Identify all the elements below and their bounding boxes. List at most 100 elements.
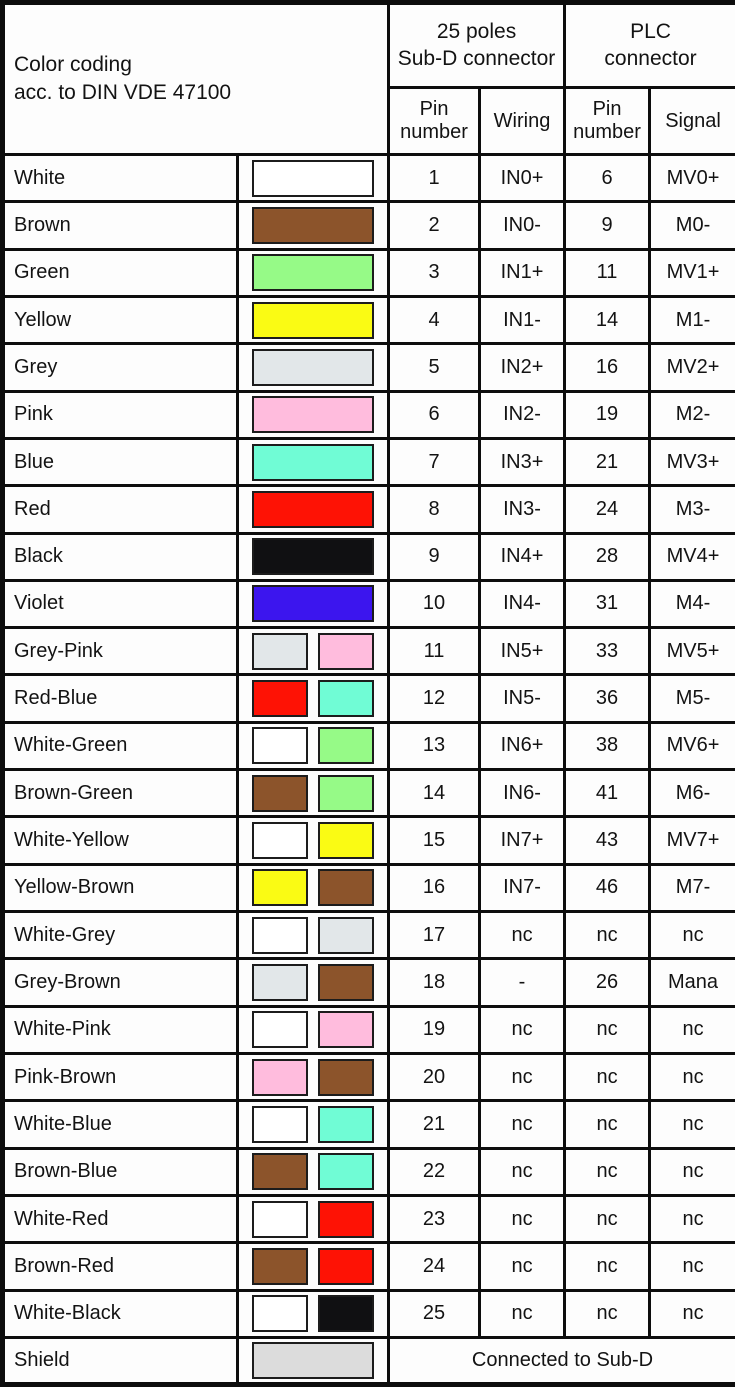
swatch-wrap [239,1153,387,1191]
wiring-value: nc [478,1193,567,1245]
color-swatch-cell [235,436,391,488]
yellow-color-swatch [252,301,375,339]
signal-value: MV3+ [648,436,735,488]
green-color-swatch [252,254,375,292]
color-swatch-cell [235,1336,391,1386]
plc-pin-number: 33 [563,626,652,677]
signal-value: nc [648,1004,735,1055]
subd-pin-number: 6 [387,389,482,440]
color-swatch-cell [235,626,391,677]
table-row: Pink-Brown 20 nc nc nc [1,1051,735,1103]
signal-value: M0- [648,200,735,251]
color-swatch-cell [235,909,391,961]
plc-pin-number: 24 [563,484,652,535]
green-color-swatch [318,774,375,812]
plc-pin-number: nc [563,1288,652,1339]
white-color-swatch [252,727,309,765]
color-name: Violet [1,578,239,630]
table-row: Grey-Brown 18-26 Mana [1,957,735,1008]
plc-pin-number: 9 [563,200,652,251]
color-swatch-cell [235,1288,391,1339]
subd-pin-number: 9 [387,531,482,582]
table-row: Grey-Pink 11 IN5+ 33 MV5+ [1,626,735,677]
signal-value: M4- [648,578,735,630]
plc-pin-number: 28 [563,531,652,582]
signal-value: nc [648,1099,735,1150]
color-name: Green [1,247,239,298]
shield-connection-note: Connected to Sub-D [387,1336,735,1386]
swatch-wrap [239,1011,387,1049]
wiring-value: IN1- [478,294,567,346]
white-color-swatch [252,1295,309,1333]
green-color-swatch [318,727,375,765]
subd-pin-number: 8 [387,484,482,535]
signal-value: MV4+ [648,531,735,582]
brown-color-swatch [252,774,309,812]
red-color-swatch [318,1200,375,1238]
subd-pin-number: 12 [387,673,482,724]
red-color-swatch [318,1247,375,1285]
table-footer: Shield Connected to Sub-D [1,1336,735,1386]
color-swatch-cell [235,1051,391,1103]
table-title-line1: Color coding [14,52,132,76]
grey-color-swatch [252,632,309,670]
group-header-plc: PLC connector [563,1,735,89]
color-swatch-cell [235,815,391,866]
table-row: Violet 10 IN4- 31 M4- [1,578,735,630]
wiring-value: IN6- [478,768,567,819]
table-row: Red 8 IN3- 24 M3- [1,484,735,535]
group-subd-line1: 25 poles [436,20,517,44]
wiring-value: IN0+ [478,152,567,204]
swatch-wrap [239,1105,387,1143]
color-swatch-cell [235,342,391,393]
color-swatch-cell [235,673,391,724]
swatch-wrap [239,869,387,907]
brown-color-swatch [252,1153,309,1191]
table-row: White-Red 23 nc nc nc [1,1193,735,1245]
swatch-wrap [239,822,387,860]
subd-pin-number: 13 [387,720,482,772]
plc-pin-number: 46 [563,862,652,914]
group-header-subd: 25 poles Sub-D connector [387,1,567,89]
color-name: Pink-Brown [1,1051,239,1103]
color-name: Grey [1,342,239,393]
wiring-value: IN5- [478,673,567,724]
signal-value: nc [648,1051,735,1103]
pink-color-swatch [318,632,375,670]
wiring-value: IN4+ [478,531,567,582]
shield-row: Shield Connected to Sub-D [1,1336,735,1386]
color-swatch-cell [235,1193,391,1245]
column-header-signal: Signal [648,86,735,156]
color-name: White-Black [1,1288,239,1339]
color-name: White-Green [1,720,239,772]
signal-value: M7- [648,862,735,914]
swatch-wrap [239,1342,387,1379]
pink-color-swatch [252,396,375,434]
color-name: Red [1,484,239,535]
yellow-color-swatch [318,822,375,860]
grey-color-swatch [252,963,309,1001]
group-plc-line1: PLC [630,20,671,44]
brown-color-swatch [252,1247,309,1285]
wiring-value: nc [478,1288,567,1339]
plc-pin-number: 19 [563,389,652,440]
table-row: Green 3 IN1+ 11 MV1+ [1,247,735,298]
pin-subd-line2: number [400,121,468,143]
shield-color-swatch [252,1342,375,1379]
subd-pin-number: 4 [387,294,482,346]
wiring-value: IN4- [478,578,567,630]
signal-value: M5- [648,673,735,724]
wiring-value: IN7+ [478,815,567,866]
swatch-wrap [239,680,387,718]
subd-pin-number: 10 [387,578,482,630]
color-name: White-Blue [1,1099,239,1150]
signal-value: M2- [648,389,735,440]
color-name: Brown-Blue [1,1146,239,1197]
table-title: Color coding acc. to DIN VDE 47100 [0,1,391,156]
plc-pin-number: nc [563,1193,652,1245]
color-name: Red-Blue [1,673,239,724]
swatch-wrap [239,254,387,292]
table-row: White-Green 13 IN6+ 38 MV6+ [1,720,735,772]
table-row: Brown-Green 14 IN6- 41 M6- [1,768,735,819]
plc-pin-number: nc [563,1004,652,1055]
